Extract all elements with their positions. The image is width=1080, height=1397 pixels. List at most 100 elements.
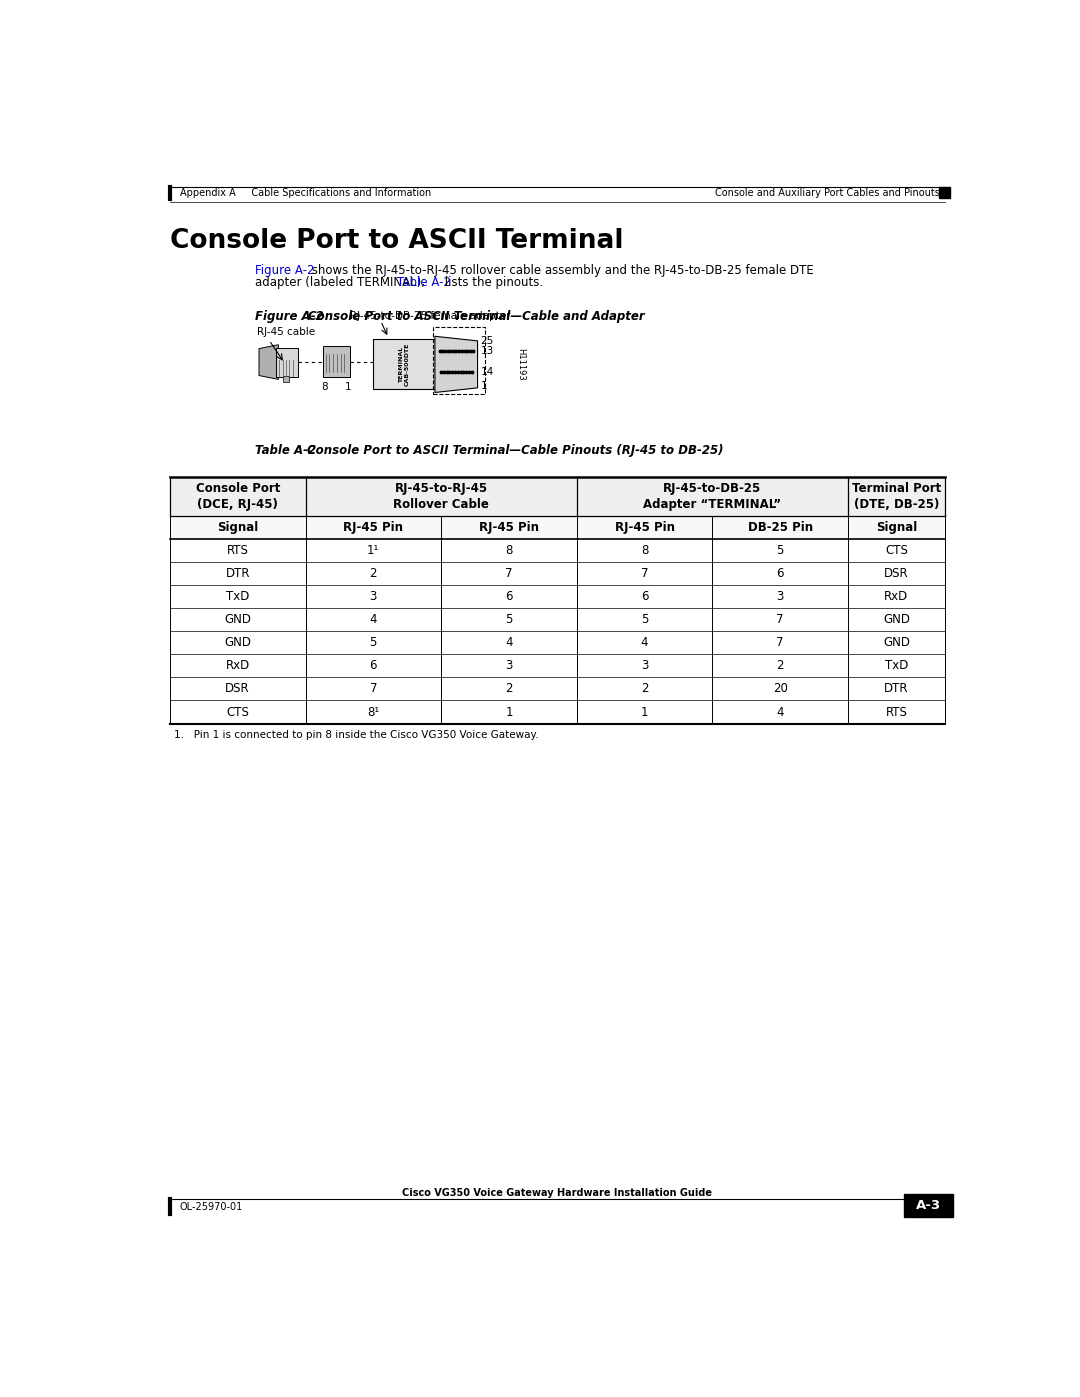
- Text: 2: 2: [777, 659, 784, 672]
- Bar: [170, 631, 945, 654]
- Text: 3: 3: [640, 659, 648, 672]
- Text: 20: 20: [773, 682, 787, 696]
- Bar: [283, 376, 289, 381]
- Text: RJ-45 Pin: RJ-45 Pin: [343, 521, 403, 534]
- Text: 8¹: 8¹: [367, 705, 379, 718]
- Text: Figure A-2: Figure A-2: [255, 264, 314, 277]
- Text: lists the pinouts.: lists the pinouts.: [441, 275, 543, 289]
- Text: RJ-45 cable: RJ-45 cable: [257, 327, 314, 337]
- Text: Signal: Signal: [217, 521, 258, 534]
- Text: 5: 5: [369, 636, 377, 650]
- Bar: [170, 700, 945, 724]
- Text: DTR: DTR: [885, 682, 908, 696]
- Text: CTS: CTS: [885, 543, 908, 557]
- Text: 4: 4: [640, 636, 648, 650]
- Bar: [170, 515, 945, 539]
- Text: 2: 2: [505, 682, 513, 696]
- Text: 7: 7: [777, 636, 784, 650]
- Text: Console Port to ASCII Terminal: Console Port to ASCII Terminal: [170, 229, 623, 254]
- Text: 25: 25: [481, 337, 494, 346]
- Bar: [433, 327, 485, 394]
- Text: Console and Auxiliary Port Cables and Pinouts: Console and Auxiliary Port Cables and Pi…: [715, 189, 940, 198]
- Text: DTR: DTR: [226, 567, 249, 580]
- Polygon shape: [435, 337, 477, 393]
- Bar: [904, 1194, 953, 1217]
- Text: 5: 5: [505, 613, 513, 626]
- Text: 8: 8: [321, 381, 327, 391]
- Text: RTS: RTS: [227, 543, 248, 557]
- Text: Console Port
(DCE, RJ-45): Console Port (DCE, RJ-45): [195, 482, 280, 511]
- Text: RJ-45 Pin: RJ-45 Pin: [615, 521, 675, 534]
- Text: 1: 1: [345, 381, 351, 391]
- Bar: [940, 187, 949, 198]
- Text: 7: 7: [505, 567, 513, 580]
- Bar: [170, 678, 945, 700]
- Bar: [170, 478, 945, 515]
- Text: 1.   Pin 1 is connected to pin 8 inside the Cisco VG350 Voice Gateway.: 1. Pin 1 is connected to pin 8 inside th…: [174, 729, 538, 740]
- Text: RJ-45-to-DB-25 female adapter: RJ-45-to-DB-25 female adapter: [350, 312, 510, 321]
- Text: Console Port to ASCII Terminal—Cable and Adapter: Console Port to ASCII Terminal—Cable and…: [308, 310, 645, 323]
- Text: 1: 1: [640, 705, 648, 718]
- Text: RTS: RTS: [886, 705, 907, 718]
- Text: 6: 6: [369, 659, 377, 672]
- Text: RxD: RxD: [226, 659, 249, 672]
- Text: Cisco VG350 Voice Gateway Hardware Installation Guide: Cisco VG350 Voice Gateway Hardware Insta…: [403, 1189, 713, 1199]
- Text: 2: 2: [369, 567, 377, 580]
- Text: CTS: CTS: [226, 705, 249, 718]
- Text: GND: GND: [225, 636, 252, 650]
- Text: Appendix A     Cable Specifications and Information: Appendix A Cable Specifications and Info…: [180, 189, 431, 198]
- Text: 7: 7: [777, 613, 784, 626]
- Text: GND: GND: [883, 613, 910, 626]
- Text: 6: 6: [777, 567, 784, 580]
- Text: TxD: TxD: [885, 659, 908, 672]
- Text: 6: 6: [505, 590, 513, 604]
- Bar: [170, 562, 945, 585]
- Bar: [373, 339, 435, 390]
- Text: 3: 3: [369, 590, 377, 604]
- Text: Figure A-2: Figure A-2: [255, 310, 324, 323]
- Text: GND: GND: [225, 613, 252, 626]
- Bar: [170, 539, 945, 562]
- Text: Table A-2: Table A-2: [255, 444, 316, 457]
- Text: Console Port to ASCII Terminal—Cable Pinouts (RJ-45 to DB-25): Console Port to ASCII Terminal—Cable Pin…: [307, 444, 724, 457]
- Text: RxD: RxD: [885, 590, 908, 604]
- Text: 1: 1: [481, 381, 487, 391]
- Text: 1: 1: [505, 705, 513, 718]
- Text: 1¹: 1¹: [367, 543, 379, 557]
- Text: 7: 7: [369, 682, 377, 696]
- Text: TERMINAL
CAB-500DTE: TERMINAL CAB-500DTE: [399, 342, 409, 386]
- Text: 4: 4: [369, 613, 377, 626]
- Text: 3: 3: [777, 590, 784, 604]
- Text: 8: 8: [505, 543, 513, 557]
- Text: RJ-45 Pin: RJ-45 Pin: [478, 521, 539, 534]
- Text: adapter (labeled TERMINAL);: adapter (labeled TERMINAL);: [255, 275, 429, 289]
- Text: DSR: DSR: [226, 682, 249, 696]
- Text: 13: 13: [481, 346, 494, 356]
- Text: 5: 5: [777, 543, 784, 557]
- Text: RJ-45-to-DB-25
Adapter “TERMINAL”: RJ-45-to-DB-25 Adapter “TERMINAL”: [644, 482, 782, 511]
- Text: H11193: H11193: [516, 348, 526, 381]
- Text: shows the RJ-45-to-RJ-45 rollover cable assembly and the RJ-45-to-DB-25 female D: shows the RJ-45-to-RJ-45 rollover cable …: [308, 264, 813, 277]
- Text: DB-25 Pin: DB-25 Pin: [747, 521, 813, 534]
- Text: 3: 3: [505, 659, 513, 672]
- Text: 14: 14: [481, 366, 494, 377]
- Text: Signal: Signal: [876, 521, 917, 534]
- Bar: [170, 585, 945, 608]
- Bar: [170, 654, 945, 678]
- Bar: [170, 608, 945, 631]
- Bar: [323, 346, 350, 377]
- Text: RJ-45-to-RJ-45
Rollover Cable: RJ-45-to-RJ-45 Rollover Cable: [393, 482, 489, 511]
- Text: A-3: A-3: [916, 1199, 941, 1213]
- Text: GND: GND: [883, 636, 910, 650]
- Text: Table A-2: Table A-2: [397, 275, 451, 289]
- Text: DSR: DSR: [885, 567, 908, 580]
- Text: 6: 6: [640, 590, 648, 604]
- Text: 5: 5: [640, 613, 648, 626]
- Text: TxD: TxD: [226, 590, 249, 604]
- Text: 8: 8: [640, 543, 648, 557]
- Text: 2: 2: [640, 682, 648, 696]
- Text: 4: 4: [777, 705, 784, 718]
- Bar: [276, 348, 298, 377]
- Polygon shape: [259, 345, 279, 380]
- Text: 7: 7: [640, 567, 648, 580]
